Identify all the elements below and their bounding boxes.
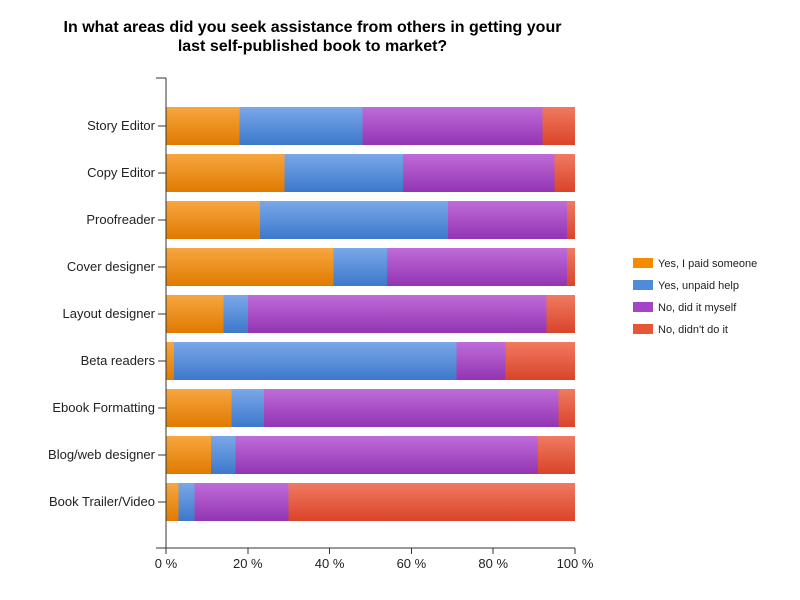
category-label-ebook-formatting: Ebook Formatting <box>52 400 155 415</box>
x-tick-label: 100 % <box>557 556 594 571</box>
category-label-proofreader: Proofreader <box>86 212 155 227</box>
bar-book-trailer-video-no-didn-t-do-it <box>288 483 575 521</box>
x-tick-label: 0 % <box>155 556 178 571</box>
category-label-copy-editor: Copy Editor <box>87 165 156 180</box>
bar-story-editor-no-didn-t-do-it <box>542 107 575 145</box>
bar-blog-web-designer-yes-i-paid-someone <box>166 436 211 474</box>
bar-cover-designer-no-didn-t-do-it <box>566 248 575 286</box>
bar-ebook-formatting-no-did-it-myself <box>264 389 559 427</box>
bar-copy-editor-no-didn-t-do-it <box>554 154 575 192</box>
chart-title-line-1: In what areas did you seek assistance fr… <box>63 19 562 36</box>
bar-blog-web-designer-no-didn-t-do-it <box>538 436 575 474</box>
bar-layout-designer-yes-i-paid-someone <box>166 295 224 333</box>
bar-ebook-formatting-yes-i-paid-someone <box>166 389 232 427</box>
bar-cover-designer-no-did-it-myself <box>386 248 567 286</box>
legend-label-yes-i-paid-someone: Yes, I paid someone <box>658 258 757 270</box>
bar-cover-designer-yes-unpaid-help <box>333 248 387 286</box>
category-label-beta-readers: Beta readers <box>81 353 156 368</box>
bar-ebook-formatting-no-didn-t-do-it <box>558 389 575 427</box>
x-tick-label: 40 % <box>315 556 345 571</box>
bar-cover-designer-yes-i-paid-someone <box>166 248 334 286</box>
bar-layout-designer-yes-unpaid-help <box>223 295 248 333</box>
category-labels: Story Editor Copy Editor Proofreader Cover … <box>48 118 156 509</box>
legend-label-no-did-it-myself: No, did it myself <box>658 302 737 314</box>
bar-story-editor-yes-unpaid-help <box>239 107 363 145</box>
bar-beta-readers-no-did-it-myself <box>456 342 506 380</box>
bar-ebook-formatting-yes-unpaid-help <box>231 389 265 427</box>
bar-book-trailer-video-yes-unpaid-help <box>178 483 195 521</box>
bar-proofreader-yes-unpaid-help <box>260 201 449 239</box>
bar-beta-readers-yes-unpaid-help <box>174 342 457 380</box>
bar-beta-readers-no-didn-t-do-it <box>505 342 575 380</box>
x-tick-label: 60 % <box>397 556 427 571</box>
bar-story-editor-yes-i-paid-someone <box>166 107 240 145</box>
bar-story-editor-no-did-it-myself <box>362 107 543 145</box>
bar-beta-readers-yes-i-paid-someone <box>166 342 175 380</box>
bar-proofreader-yes-i-paid-someone <box>166 201 261 239</box>
legend-label-yes-unpaid-help: Yes, unpaid help <box>658 280 739 292</box>
bar-blog-web-designer-no-did-it-myself <box>235 436 539 474</box>
bar-book-trailer-video-no-did-it-myself <box>194 483 289 521</box>
bar-copy-editor-yes-unpaid-help <box>284 154 404 192</box>
category-label-blog-web-designer: Blog/web designer <box>48 447 156 462</box>
chart-title: In what areas did you seek assistance fr… <box>40 18 585 56</box>
bar-proofreader-no-didn-t-do-it <box>566 201 575 239</box>
bar-layout-designer-no-didn-t-do-it <box>546 295 575 333</box>
legend-label-no-didn-t-do-it: No, didn't do it <box>658 324 728 336</box>
x-tick-label: 80 % <box>478 556 508 571</box>
bar-copy-editor-no-did-it-myself <box>403 154 555 192</box>
axes-group <box>156 77 576 554</box>
legend-swatch-no-did-it-myself <box>633 302 653 312</box>
bar-blog-web-designer-yes-unpaid-help <box>210 436 236 474</box>
bar-copy-editor-yes-i-paid-someone <box>166 154 285 192</box>
bars-group <box>166 107 575 521</box>
legend: Yes, I paid someone Yes, unpaid help No, d… <box>633 258 757 336</box>
bar-layout-designer-no-did-it-myself <box>247 295 547 333</box>
legend-swatch-yes-i-paid-someone <box>633 258 653 268</box>
bar-proofreader-no-did-it-myself <box>448 201 567 239</box>
category-label-layout-designer: Layout designer <box>62 306 155 321</box>
x-tick-label: 20 % <box>233 556 263 571</box>
legend-swatch-yes-unpaid-help <box>633 280 653 290</box>
chart-title-line-2: last self-published book to market? <box>177 38 448 55</box>
category-label-book-trailer-video: Book Trailer/Video <box>49 494 155 509</box>
category-label-story-editor: Story Editor <box>87 118 156 133</box>
bar-book-trailer-video-yes-i-paid-someone <box>166 483 179 521</box>
x-tick-labels: 0 % 20 % 40 % 60 % 80 % 100 % <box>155 556 594 571</box>
category-label-cover-designer: Cover designer <box>67 259 156 274</box>
legend-swatch-no-didn-t-do-it <box>633 324 653 334</box>
